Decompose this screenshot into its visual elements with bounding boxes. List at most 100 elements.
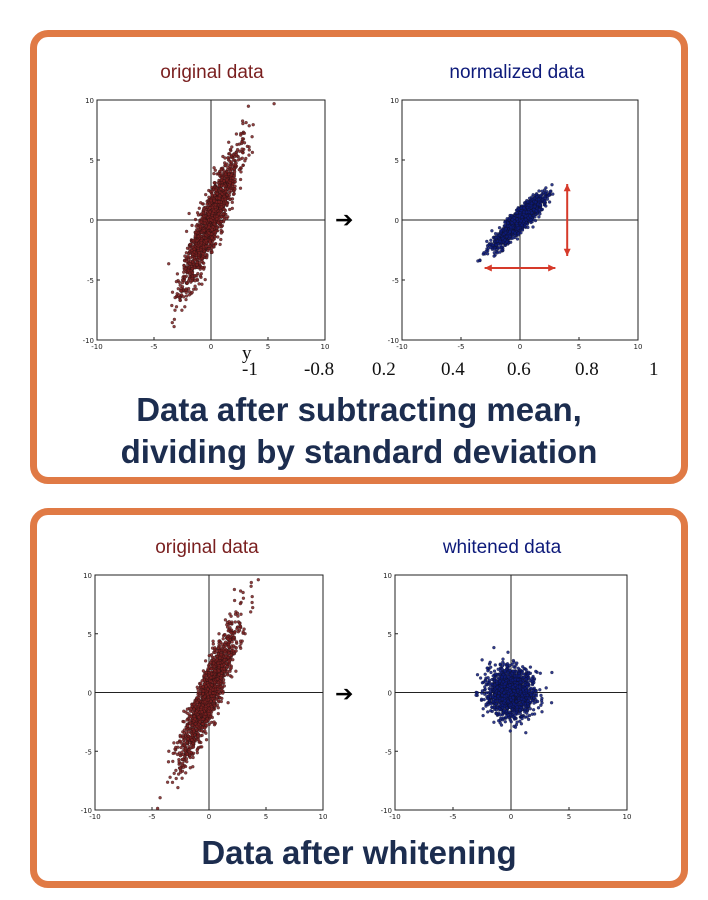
scatter-point — [231, 644, 236, 648]
scatter-point — [538, 688, 542, 692]
x-tick-label: -10 — [89, 813, 100, 821]
scatter-point — [250, 150, 255, 155]
scatter-point — [205, 256, 209, 260]
scatter-point — [216, 711, 220, 716]
scatter-point — [228, 147, 233, 152]
scatter-point — [225, 202, 229, 206]
scatter-point — [222, 194, 226, 199]
y-tick-label: 5 — [388, 631, 392, 639]
scatter-point — [213, 234, 217, 239]
scatter-point — [482, 251, 486, 255]
scatter-point — [201, 717, 205, 721]
scatter-point — [219, 237, 223, 242]
scatter-point — [203, 218, 207, 223]
scatter-point — [213, 684, 217, 689]
scatter-point — [494, 235, 498, 240]
scatter-point — [230, 200, 234, 205]
scatter-point — [503, 231, 508, 235]
arrowhead — [548, 264, 556, 272]
scatter-point — [186, 286, 191, 291]
scatter-point — [238, 644, 242, 648]
scatter-point — [197, 722, 201, 727]
scatter-point — [547, 193, 551, 197]
scatter-point — [206, 703, 211, 707]
scatter-point — [217, 196, 221, 200]
scatter-point — [237, 628, 242, 632]
scatter-point — [158, 796, 162, 800]
scatter-point — [539, 194, 543, 198]
scatter-point — [196, 265, 200, 270]
y-tick-label: 10 — [83, 572, 92, 580]
scatter-point — [210, 683, 214, 687]
scatter-point — [229, 653, 233, 657]
x-tick-label: -5 — [450, 813, 457, 821]
scatter-point — [186, 254, 190, 258]
scatter-point — [212, 209, 216, 213]
caption-top-line1: Data after subtracting mean, — [136, 391, 582, 428]
stray-axis-tick: -1 — [242, 359, 258, 380]
scatter-point — [230, 167, 234, 171]
scatter-point — [250, 594, 254, 599]
scatter-point — [206, 687, 210, 691]
stray-axis-tick: 0.6 — [507, 359, 531, 380]
scatter-point — [181, 735, 185, 739]
scatter-point — [193, 284, 197, 288]
scatter-point — [208, 691, 212, 695]
scatter-point — [216, 235, 220, 239]
scatter-point — [184, 757, 189, 761]
scatter-point — [192, 714, 196, 719]
scatter-point — [212, 222, 217, 226]
scatter-point — [234, 669, 238, 673]
scatter-point — [237, 168, 241, 172]
scatter-point — [221, 212, 225, 216]
scatter-point — [229, 666, 233, 670]
scatter-point — [189, 715, 193, 719]
scatter-point — [199, 201, 203, 205]
scatter-point — [209, 199, 213, 203]
scatter-point — [230, 145, 234, 149]
scatter-point — [233, 612, 238, 616]
scatter-point — [228, 181, 232, 185]
scatter-point — [228, 197, 232, 202]
scatter-point — [216, 646, 221, 650]
scatter-point — [174, 305, 179, 309]
scatter-point — [175, 741, 180, 745]
scatter-point — [230, 675, 234, 679]
scatter-point — [178, 754, 183, 758]
scatter-point — [172, 317, 177, 322]
scatter-point — [178, 739, 183, 743]
scatter-point — [202, 695, 207, 699]
scatter-point — [203, 221, 207, 225]
transform-arrow-icon: ➔ — [335, 207, 354, 232]
x-tick-label: 10 — [321, 343, 330, 351]
scatter-point — [238, 624, 243, 629]
scatter-point — [170, 290, 175, 294]
scatter-point — [511, 236, 515, 240]
scatter-point — [210, 228, 214, 232]
scatter-point — [202, 228, 206, 233]
scatter-point — [184, 297, 188, 302]
scatter-point — [233, 620, 237, 624]
scatter-point — [167, 749, 171, 753]
scatter-point — [182, 709, 186, 713]
scatter-point — [241, 596, 246, 600]
scatter-point — [515, 237, 520, 241]
scatter-point — [507, 216, 512, 220]
scatter-point — [198, 274, 203, 278]
scatter-point — [190, 733, 195, 738]
scatter-point — [241, 630, 245, 634]
scatter-point — [478, 676, 483, 680]
scatter-point — [218, 242, 222, 247]
scatter-point — [209, 667, 214, 671]
scatter-point — [177, 295, 182, 300]
arrowhead — [563, 248, 571, 256]
scatter-point — [219, 684, 223, 689]
scatter-point — [185, 740, 189, 745]
scatter-point — [204, 253, 208, 257]
scatter-point — [210, 250, 214, 254]
scatter-point — [522, 206, 526, 210]
scatter-point — [247, 153, 251, 157]
scatter-point — [218, 225, 222, 229]
chart-title-normalized: normalized data — [449, 62, 585, 83]
scatter-point — [223, 650, 227, 654]
